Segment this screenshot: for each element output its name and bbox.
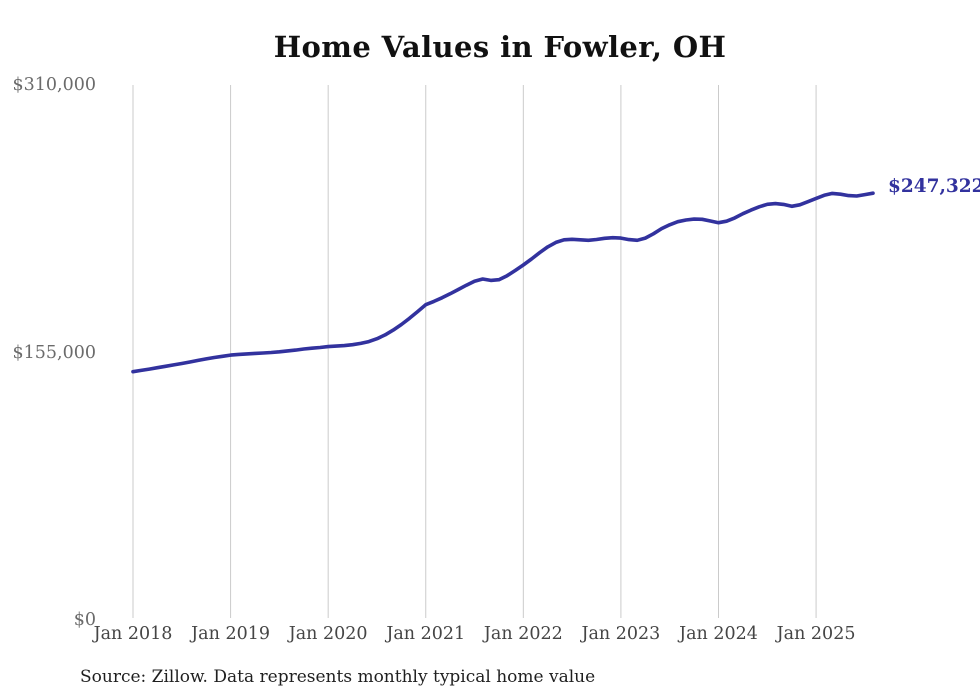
y-axis-tick-label: $310,000 [12, 75, 96, 95]
x-axis-tick-label: Jan 2022 [483, 624, 563, 644]
x-axis-tick-label: Jan 2021 [386, 624, 466, 644]
x-axis-tick-label: Jan 2025 [776, 624, 856, 644]
y-axis-tick-label: $0 [73, 610, 96, 630]
x-axis-tick-label: Jan 2023 [581, 624, 661, 644]
y-axis-tick-label: $155,000 [12, 342, 96, 363]
x-axis-tick-label: Jan 2020 [288, 624, 368, 644]
latest-value-label: $247,322 [888, 176, 980, 197]
x-axis-tick-label: Jan 2019 [191, 624, 270, 644]
source-note: Source: Zillow. Data represents monthly … [80, 667, 596, 687]
home-value-line [131, 191, 875, 374]
x-axis-tick-label: Jan 2018 [93, 624, 173, 644]
chart-title: Home Values in Fowler, OH [273, 30, 727, 64]
x-axis-tick-label: Jan 2024 [679, 624, 758, 644]
